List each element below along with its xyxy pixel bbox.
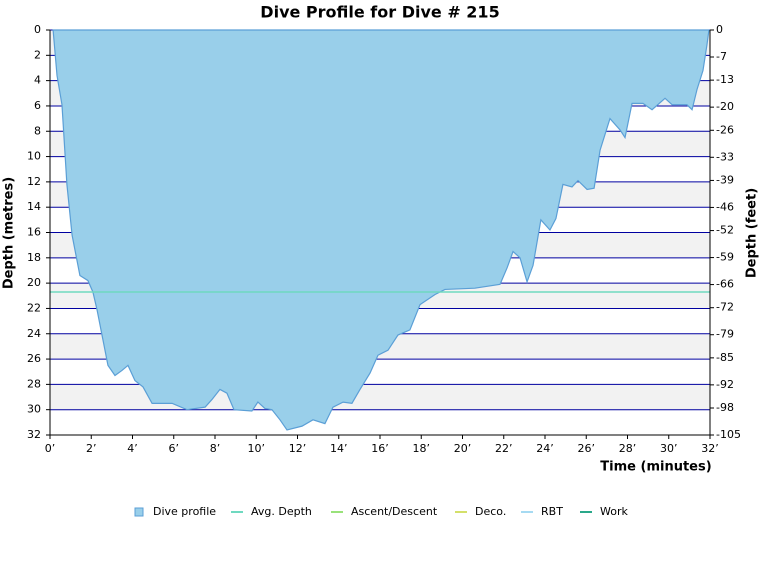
- y-tick-label: 6: [34, 99, 41, 112]
- x-tick-label: 0’: [45, 442, 56, 455]
- y2-tick-label: -59: [716, 251, 734, 264]
- x-tick-label: 26’: [578, 442, 596, 455]
- y-tick-label: 10: [27, 150, 41, 163]
- x-tick-label: 24’: [536, 442, 554, 455]
- y2-tick-label: -39: [716, 173, 734, 186]
- y-tick-label: 24: [27, 327, 41, 340]
- x-axis-label: Time (minutes): [600, 460, 711, 475]
- y2-tick-label: -85: [716, 351, 734, 364]
- y2-tick-label: -33: [716, 150, 734, 163]
- y2-tick-label: -66: [716, 278, 734, 291]
- x-tick-label: 12’: [289, 442, 307, 455]
- x-tick-label: 32’: [701, 442, 719, 455]
- y2-tick-label: -20: [716, 100, 734, 113]
- y2-tick-label: -79: [716, 328, 734, 341]
- x-tick-label: 8’: [210, 442, 221, 455]
- y2-tick-label: -46: [716, 200, 734, 213]
- x-tick-label: 30’: [660, 442, 678, 455]
- x-tick-label: 16’: [371, 442, 389, 455]
- y2-tick-label: -92: [716, 378, 734, 391]
- x-tick-label: 4’: [127, 442, 138, 455]
- x-tick-label: 22’: [495, 442, 513, 455]
- x-tick-label: 14’: [330, 442, 348, 455]
- y-tick-label: 14: [27, 200, 41, 213]
- chart-title: Dive Profile for Dive # 215: [260, 3, 499, 22]
- x-tick-label: 6’: [169, 442, 180, 455]
- y-tick-label: 2: [34, 48, 41, 61]
- y2-tick-label: -52: [716, 224, 734, 237]
- y-tick-label: 26: [27, 352, 41, 365]
- y2-tick-label: -7: [716, 50, 727, 63]
- legend-label: Ascent/Descent: [351, 505, 438, 518]
- y2-axis-label: Depth (feet): [745, 188, 760, 278]
- x-tick-label: 2’: [86, 442, 97, 455]
- legend-label: Avg. Depth: [251, 505, 312, 518]
- legend-swatch: [134, 507, 144, 517]
- y-tick-label: 22: [27, 301, 41, 314]
- y2-tick-label: -72: [716, 301, 734, 314]
- y2-tick-label: -98: [716, 401, 734, 414]
- y-tick-label: 32: [27, 428, 41, 441]
- y-tick-label: 16: [27, 226, 41, 239]
- x-tick-label: 10’: [248, 442, 266, 455]
- legend-label: Deco.: [475, 505, 506, 518]
- x-tick-label: 18’: [413, 442, 431, 455]
- dive-profile-area: [52, 29, 710, 431]
- y-tick-label: 4: [34, 74, 41, 87]
- x-tick-label: 28’: [619, 442, 637, 455]
- y-tick-label: 18: [27, 251, 41, 264]
- y-axis-label: Depth (metres): [2, 177, 17, 289]
- y-tick-label: 12: [27, 175, 41, 188]
- y-tick-label: 28: [27, 377, 41, 390]
- y2-tick-label: -105: [716, 428, 741, 441]
- legend-label: RBT: [541, 505, 563, 518]
- y-tick-label: 30: [27, 403, 41, 416]
- legend-label: Dive profile: [153, 505, 216, 518]
- y2-tick-label: -26: [716, 123, 734, 136]
- y2-tick-label: -13: [716, 73, 734, 86]
- y2-tick-label: 0: [716, 23, 723, 36]
- y-tick-label: 0: [34, 23, 41, 36]
- y-tick-label: 20: [27, 276, 41, 289]
- y-tick-label: 8: [34, 124, 41, 137]
- legend-label: Work: [600, 505, 628, 518]
- x-tick-label: 20’: [454, 442, 472, 455]
